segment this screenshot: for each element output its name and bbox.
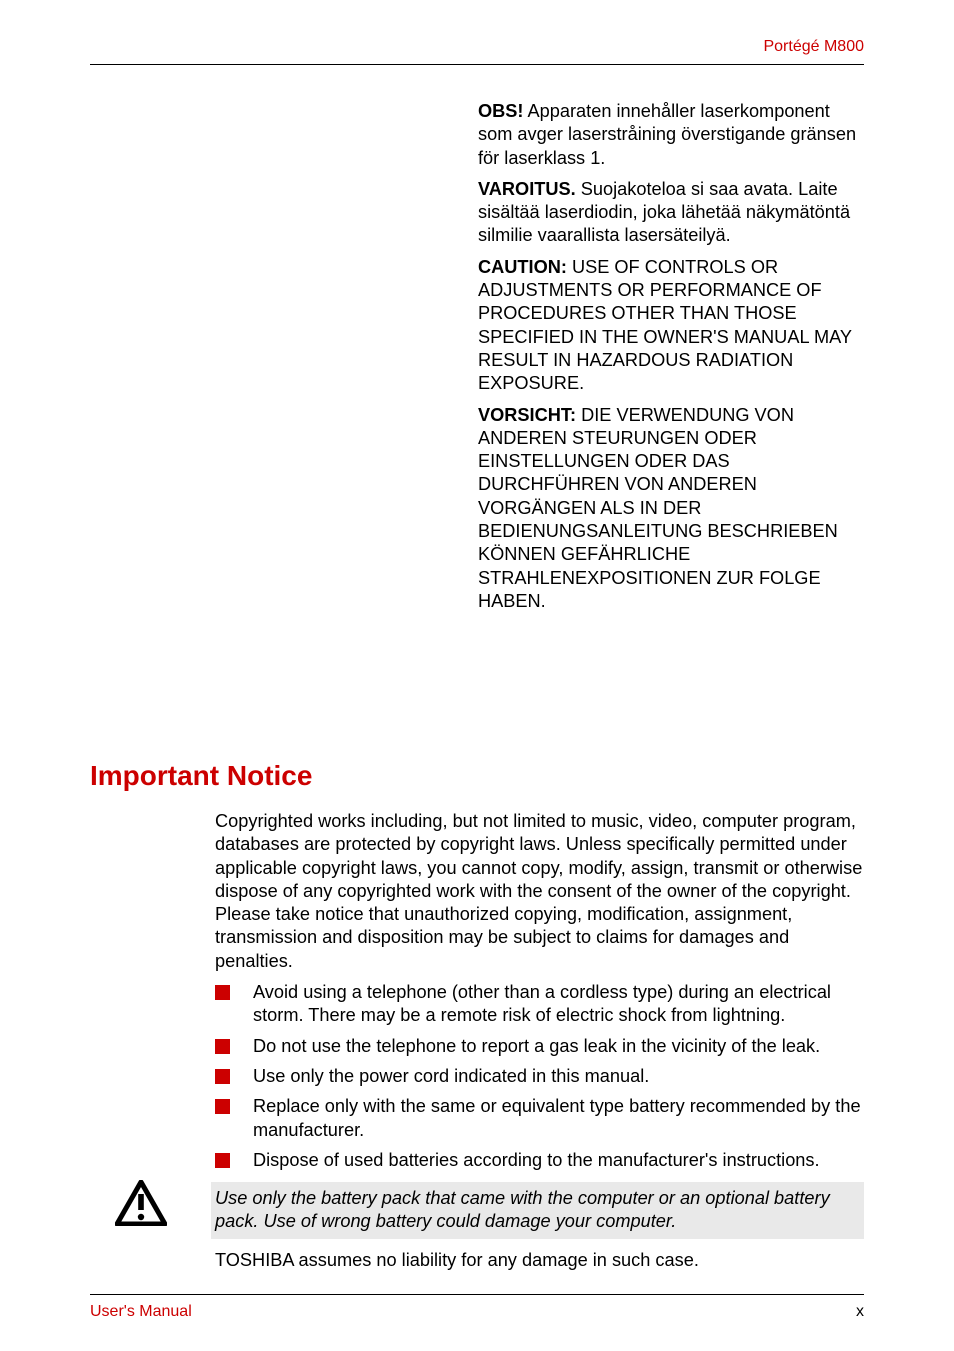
footer-page-number: x (856, 1303, 864, 1321)
para-varoitus: VAROITUS. Suojakoteloa si saa avata. Lai… (478, 178, 864, 248)
after-caution-text: TOSHIBA assumes no liability for any dam… (215, 1249, 864, 1272)
list-item: Dispose of used batteries according to t… (215, 1149, 864, 1172)
bullet-text: Dispose of used batteries according to t… (253, 1150, 820, 1170)
bullet-icon (215, 1153, 230, 1168)
caution-row: Use only the battery pack that came with… (115, 1182, 864, 1239)
bullet-icon (215, 1069, 230, 1084)
bold-obs: OBS! (478, 101, 523, 121)
bullet-icon (215, 1039, 230, 1054)
list-item: Do not use the telephone to report a gas… (215, 1035, 864, 1058)
bullet-list: Avoid using a telephone (other than a co… (215, 981, 864, 1172)
para-caution-en: CAUTION: USE OF CONTROLS OR ADJUSTMENTS … (478, 256, 864, 396)
bold-vorsicht: VORSICHT: (478, 405, 576, 425)
product-name: Portégé M800 (763, 38, 864, 55)
intro-paragraph: Copyrighted works including, but not lim… (215, 810, 864, 973)
bullet-text: Avoid using a telephone (other than a co… (253, 982, 831, 1025)
para-vorsicht: VORSICHT: DIE VERWENDUNG VON ANDEREN STE… (478, 404, 864, 614)
text-caution-en: USE OF CONTROLS OR ADJUSTMENTS OR PERFOR… (478, 257, 852, 393)
footer-left: User's Manual (90, 1303, 192, 1321)
bullet-icon (215, 1099, 230, 1114)
caution-text: Use only the battery pack that came with… (211, 1182, 864, 1239)
right-column: OBS! Apparaten innehåller laserkomponent… (478, 100, 864, 621)
bullet-text: Replace only with the same or equivalent… (253, 1096, 861, 1139)
footer-rule (90, 1294, 864, 1295)
bullet-text: Do not use the telephone to report a gas… (253, 1036, 820, 1056)
list-item: Avoid using a telephone (other than a co… (215, 981, 864, 1028)
text-obs: Apparaten innehåller laserkomponent som … (478, 101, 856, 168)
body-region: Copyrighted works including, but not lim… (215, 810, 864, 1280)
bullet-icon (215, 985, 230, 1000)
section-title: Important Notice (90, 760, 312, 792)
bold-varoitus: VAROITUS. (478, 179, 576, 199)
bullet-text: Use only the power cord indicated in thi… (253, 1066, 649, 1086)
header-rule (90, 64, 864, 65)
bold-caution-en: CAUTION: (478, 257, 567, 277)
list-item: Replace only with the same or equivalent… (215, 1095, 864, 1142)
warning-triangle-icon (115, 1180, 167, 1226)
text-vorsicht: DIE VERWENDUNG VON ANDEREN STEURUNGEN OD… (478, 405, 838, 611)
list-item: Use only the power cord indicated in thi… (215, 1065, 864, 1088)
para-obs: OBS! Apparaten innehåller laserkomponent… (478, 100, 864, 170)
